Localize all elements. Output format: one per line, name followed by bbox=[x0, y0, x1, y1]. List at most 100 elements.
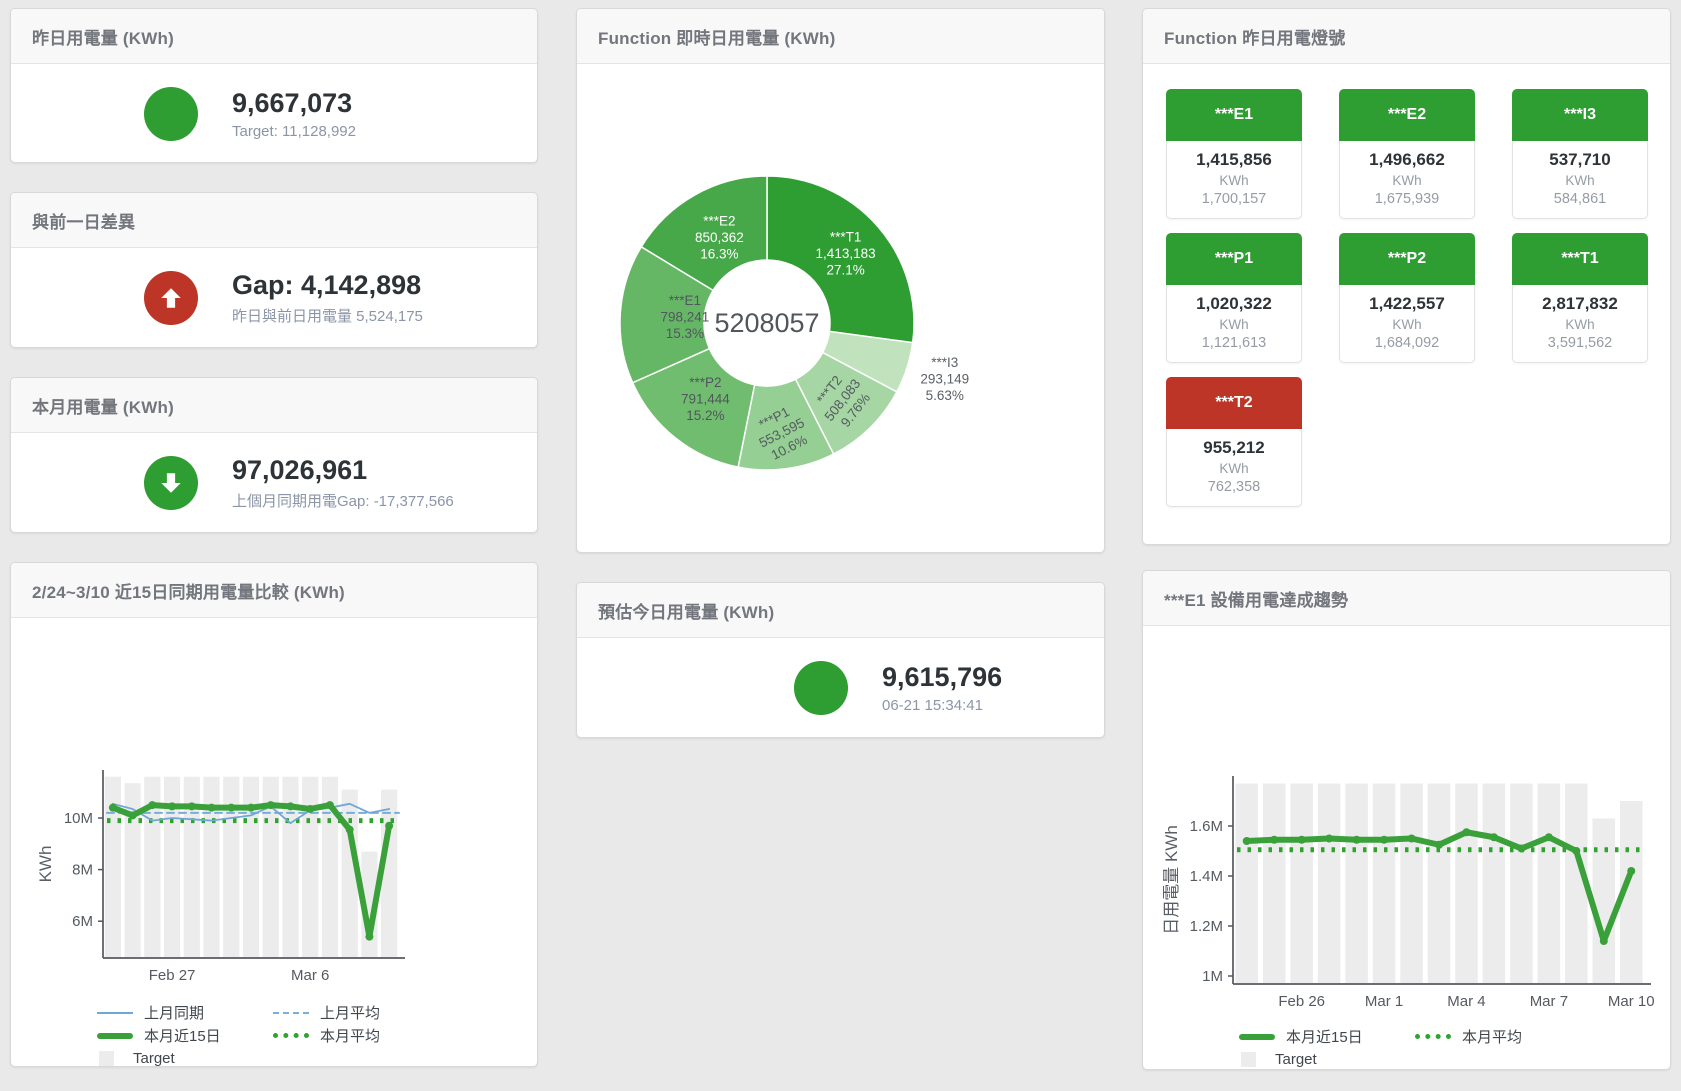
data-point[interactable] bbox=[286, 802, 295, 811]
legend-item-上月同期[interactable]: 上月同期 bbox=[97, 1002, 273, 1023]
tile-target: 1,121,613 bbox=[1201, 335, 1267, 351]
compare-chart-card: 2/24~3/10 近15日同期用電量比較 (KWh) 6M 8M 10M Feb 2… bbox=[10, 562, 538, 1067]
target-bar bbox=[321, 776, 339, 957]
tile-unit: KWh bbox=[1392, 173, 1422, 188]
data-point[interactable] bbox=[1572, 847, 1581, 855]
data-point[interactable] bbox=[207, 803, 216, 812]
legend-item-本月近15日[interactable]: 本月近15日 bbox=[97, 1025, 273, 1046]
tile-value: 2,817,832 bbox=[1542, 294, 1618, 313]
data-point[interactable] bbox=[1297, 835, 1306, 844]
realtime-usage-donut-chart[interactable]: ***T1 1,413,183 27.1% ***I3 293,149 5.63% ***T… bbox=[577, 64, 1105, 552]
legend-swatch bbox=[273, 1033, 309, 1038]
month-usage-subtitle: 上個月同期用電Gap: -17,377,566 bbox=[232, 492, 454, 510]
donut-slice-E2[interactable] bbox=[640, 175, 768, 292]
day-gap-subtitle: 昨日與前日用電量 5,524,175 bbox=[232, 307, 423, 325]
day-gap-value: Gap: 4,142,898 bbox=[232, 270, 422, 301]
data-point[interactable] bbox=[1380, 835, 1389, 844]
green-status-circle-icon bbox=[794, 661, 848, 715]
legend-label: 本月近15日 bbox=[144, 1028, 221, 1045]
status-tiles-card: Function 昨日用電燈號 ***E1 1,415,856 KWh 1,700,1… bbox=[1142, 8, 1671, 545]
yesterday-usage-value: 9,667,073 bbox=[232, 88, 353, 119]
data-point[interactable] bbox=[306, 804, 315, 813]
legend-label: Target bbox=[133, 1050, 175, 1067]
donut-slice-T1[interactable] bbox=[766, 175, 915, 344]
compare-chart[interactable]: 6M 8M 10M Feb 27 Mar 6 KWh bbox=[11, 618, 538, 992]
status-tile-P2[interactable]: ***P2 1,422,557 KWh 1,684,092 bbox=[1339, 233, 1475, 363]
day-gap-card: 與前一日差異 Gap: 4,142,898 昨日與前日用電量 5,524,175 bbox=[10, 192, 538, 348]
legend-item-本月近15日[interactable]: 本月近15日 bbox=[1239, 1026, 1415, 1047]
target-bar bbox=[1537, 783, 1561, 983]
donut-slice-label: ***I3 293,149 5.63% bbox=[920, 355, 969, 403]
tile-label: ***E1 bbox=[1166, 89, 1302, 141]
data-point[interactable] bbox=[1325, 834, 1334, 843]
tile-body: 1,422,557 KWh 1,684,092 bbox=[1339, 285, 1475, 363]
tile-value: 1,496,662 bbox=[1369, 150, 1445, 169]
legend-swatch bbox=[97, 1032, 133, 1039]
tile-value: 1,415,856 bbox=[1196, 150, 1272, 169]
status-tile-E2[interactable]: ***E2 1,496,662 KWh 1,675,939 bbox=[1339, 89, 1475, 219]
x-tick-label: Mar 6 bbox=[291, 967, 329, 984]
data-point[interactable] bbox=[128, 811, 137, 820]
legend-item-Target[interactable]: Target bbox=[97, 1050, 273, 1067]
status-tile-T1[interactable]: ***T1 2,817,832 KWh 3,591,562 bbox=[1512, 233, 1648, 363]
donut-slice-label: ***T2508,0839.76% bbox=[809, 366, 877, 434]
data-point[interactable] bbox=[1435, 840, 1443, 849]
legend-swatch bbox=[97, 1011, 133, 1014]
legend-swatch bbox=[99, 1051, 114, 1066]
legend-item-上月平均[interactable]: 上月平均 bbox=[273, 1002, 449, 1023]
legend-item-Target[interactable]: Target bbox=[1239, 1051, 1415, 1068]
tile-unit: KWh bbox=[1392, 317, 1422, 332]
donut-slice-label: ***T1 1,413,183 27.1% bbox=[816, 229, 876, 277]
target-bar bbox=[144, 776, 161, 957]
donut-slice-E1[interactable] bbox=[619, 245, 715, 384]
data-point[interactable] bbox=[1352, 835, 1361, 844]
data-point[interactable] bbox=[187, 802, 196, 811]
tile-unit: KWh bbox=[1565, 173, 1595, 188]
data-point[interactable] bbox=[1462, 828, 1471, 837]
status-tile-P1[interactable]: ***P1 1,020,322 KWh 1,121,613 bbox=[1166, 233, 1302, 363]
data-point[interactable] bbox=[1599, 937, 1608, 945]
status-tile-I3[interactable]: ***I3 537,710 KWh 584,861 bbox=[1512, 89, 1648, 219]
legend-label: 上月同期 bbox=[144, 1005, 205, 1022]
tile-target: 1,700,157 bbox=[1201, 191, 1267, 207]
x-tick-label: Feb 27 bbox=[149, 967, 196, 984]
yesterday-usage-card: 昨日用電量 (KWh) 9,667,073 Target: 11,128,992 bbox=[10, 8, 538, 163]
estimate-title: 預估今日用電量 (KWh) bbox=[577, 583, 1104, 638]
trend-chart-legend: 本月近15日 本月平均 Target bbox=[1239, 1025, 1670, 1069]
data-point[interactable] bbox=[1489, 833, 1498, 842]
tile-label: ***T2 bbox=[1166, 377, 1302, 429]
data-point[interactable] bbox=[1270, 835, 1279, 844]
data-point[interactable] bbox=[266, 801, 275, 810]
yesterday-usage-target: Target: 11,128,992 bbox=[232, 122, 356, 140]
data-point[interactable] bbox=[1242, 837, 1251, 845]
data-point[interactable] bbox=[148, 801, 157, 810]
data-point[interactable] bbox=[325, 801, 334, 810]
status-tile-E1[interactable]: ***E1 1,415,856 KWh 1,700,157 bbox=[1166, 89, 1302, 219]
legend-item-本月平均[interactable]: 本月平均 bbox=[273, 1025, 449, 1046]
data-point[interactable] bbox=[345, 825, 354, 834]
target-bar bbox=[341, 789, 358, 957]
data-point[interactable] bbox=[247, 803, 255, 812]
legend-item-本月平均[interactable]: 本月平均 bbox=[1415, 1026, 1591, 1047]
day-gap-title: 與前一日差異 bbox=[11, 193, 537, 248]
data-point[interactable] bbox=[108, 803, 117, 812]
status-tile-T2[interactable]: ***T2 955,212 KWh 762,358 bbox=[1166, 377, 1302, 507]
data-point[interactable] bbox=[1407, 834, 1416, 843]
tile-value: 1,422,557 bbox=[1369, 294, 1445, 313]
arrow-down-icon bbox=[144, 456, 198, 510]
data-point[interactable] bbox=[1517, 844, 1526, 853]
data-point[interactable] bbox=[385, 821, 394, 830]
data-point[interactable] bbox=[365, 932, 374, 941]
data-point[interactable] bbox=[1544, 833, 1553, 842]
target-bar bbox=[1592, 818, 1616, 983]
target-bar bbox=[302, 776, 319, 957]
e1-trend-chart[interactable]: 1M 1.2M 1.4M 1.6M Feb 26 Mar 1 Mar 4 Mar 7 Mar 1… bbox=[1143, 626, 1671, 1016]
tile-value: 1,020,322 bbox=[1196, 294, 1272, 313]
target-bar bbox=[1620, 801, 1643, 983]
trend-chart-card: ***E1 設備用電達成趨勢 1M 1.2M 1.4M 1.6M Feb 26 Mar 1… bbox=[1142, 570, 1671, 1070]
data-point[interactable] bbox=[227, 803, 236, 812]
estimate-value: 9,615,796 bbox=[882, 662, 1003, 693]
data-point[interactable] bbox=[1627, 867, 1636, 875]
data-point[interactable] bbox=[168, 802, 177, 811]
